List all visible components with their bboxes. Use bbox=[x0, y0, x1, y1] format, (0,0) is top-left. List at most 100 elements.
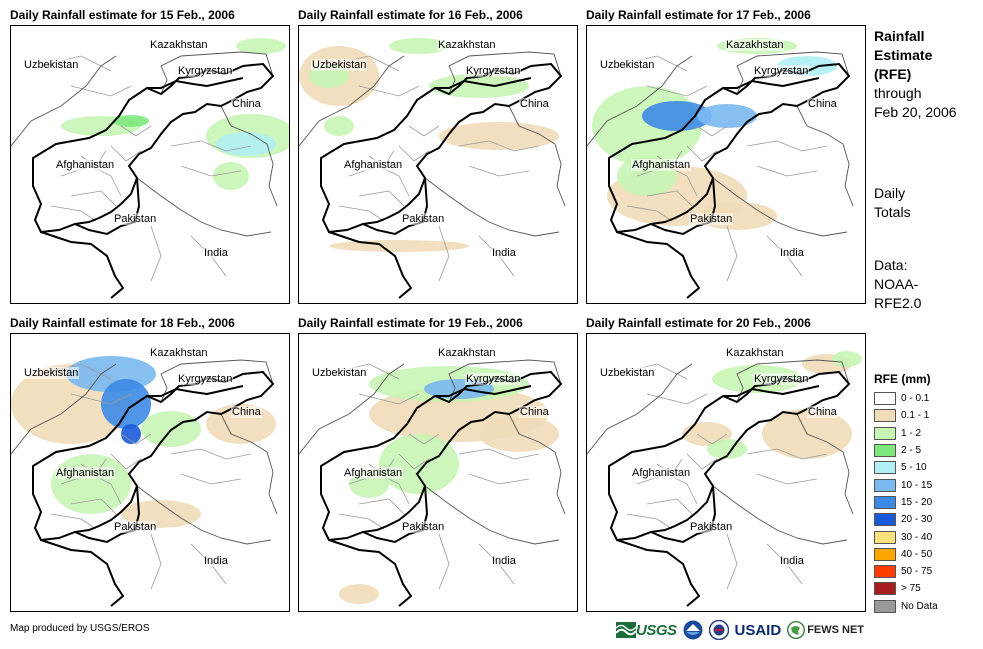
map-panel-feb-18: Daily Rainfall estimate for 18 Feb., 200… bbox=[10, 316, 298, 616]
panel-title: Daily Rainfall estimate for 16 Feb., 200… bbox=[298, 8, 523, 22]
side-daily-line: Totals bbox=[874, 204, 911, 220]
country-line bbox=[299, 363, 405, 455]
province-line bbox=[408, 433, 440, 445]
province-line bbox=[646, 498, 693, 515]
province-line bbox=[438, 225, 450, 282]
country-label-india: India bbox=[491, 555, 517, 567]
country-line bbox=[508, 105, 566, 207]
province-line bbox=[468, 473, 530, 485]
country-line bbox=[712, 485, 848, 545]
legend-swatch bbox=[874, 547, 896, 561]
province-line bbox=[70, 498, 117, 515]
legend-item: No Data bbox=[874, 598, 938, 615]
country-line bbox=[424, 485, 560, 545]
province-line bbox=[696, 125, 728, 137]
country-label-uzbekistan: Uzbekistan bbox=[23, 59, 80, 71]
side-through-date: through Feb 20, 2006 bbox=[874, 84, 957, 122]
side-daily-totals: Daily Totals bbox=[874, 184, 911, 222]
province-line bbox=[636, 165, 698, 197]
globe-icon bbox=[787, 621, 806, 639]
rainfall-area bbox=[832, 351, 862, 367]
legend-label: 5 - 10 bbox=[901, 462, 927, 474]
fews-net-logo: FEWS NET bbox=[787, 621, 864, 639]
rainfall-map: Kazakhstan Kyrgyzstan Uzbekistan China Afgha… bbox=[298, 333, 578, 612]
legend-item: 5 - 10 bbox=[874, 459, 938, 476]
country-label-uzbekistan: Uzbekistan bbox=[599, 367, 656, 379]
province-line bbox=[398, 145, 430, 162]
country-label-pakistan: Pakistan bbox=[401, 521, 446, 533]
legend-item: 15 - 20 bbox=[874, 494, 938, 511]
focus-borders bbox=[320, 370, 563, 607]
country-label-kyrgyzstan: Kyrgyzstan bbox=[177, 65, 234, 77]
country-line bbox=[220, 413, 278, 515]
country-label-china: China bbox=[519, 406, 550, 418]
noaa-seal-icon bbox=[683, 620, 703, 640]
legend-item: 30 - 40 bbox=[874, 528, 938, 545]
border-line bbox=[328, 485, 429, 607]
legend-swatch bbox=[874, 582, 896, 596]
rainfall-map: Kazakhstan Kyrgyzstan Uzbekistan China Afgha… bbox=[10, 25, 290, 304]
side-title-line: Rainfall bbox=[874, 28, 925, 44]
map-panel-feb-20: Daily Rainfall estimate for 20 Feb., 200… bbox=[586, 316, 874, 616]
country-label-pakistan: Pakistan bbox=[401, 213, 446, 225]
country-label-kazakhstan: Kazakhstan bbox=[437, 39, 497, 51]
legend-item: 50 - 75 bbox=[874, 563, 938, 580]
map-panel-feb-16: Daily Rainfall estimate for 16 Feb., 200… bbox=[298, 8, 586, 308]
country-line bbox=[508, 413, 566, 515]
legend-label: 30 - 40 bbox=[901, 531, 933, 543]
border-line bbox=[608, 62, 851, 234]
province-line bbox=[358, 393, 420, 405]
province-line bbox=[726, 225, 738, 282]
legend-label: 0 - 0.1 bbox=[901, 393, 930, 405]
map-canvas bbox=[587, 351, 862, 607]
province-line bbox=[626, 205, 673, 222]
government-seal-icon bbox=[708, 620, 729, 640]
focus-borders bbox=[32, 62, 275, 299]
rainfall-map: Kazakhstan Kyrgyzstan Uzbekistan China Afgha… bbox=[10, 333, 290, 612]
province-line bbox=[170, 140, 252, 152]
side-data-line: Data: bbox=[874, 257, 908, 273]
legend-rows: 0 - 0.1 0.1 - 1 1 - 2 2 - 5 5 - 10 10 - 15 15 … bbox=[874, 390, 938, 615]
side-daily-line: Daily bbox=[874, 185, 906, 201]
border-line bbox=[616, 485, 717, 607]
border-line bbox=[328, 177, 429, 299]
province-line bbox=[626, 513, 673, 530]
country-label-india: India bbox=[203, 555, 229, 567]
country-line bbox=[448, 51, 562, 95]
border-line bbox=[40, 485, 141, 607]
legend-swatch bbox=[874, 392, 896, 406]
rainfall-area bbox=[439, 122, 559, 150]
legend-item: 20 - 30 bbox=[874, 511, 938, 528]
panel-title: Daily Rainfall estimate for 17 Feb., 200… bbox=[586, 8, 811, 22]
legend-item: 1 - 2 bbox=[874, 425, 938, 442]
usgs-wave-icon bbox=[616, 622, 636, 638]
panel-title: Daily Rainfall estimate for 19 Feb., 200… bbox=[298, 316, 523, 330]
province-line bbox=[150, 533, 162, 590]
side-through-line: through bbox=[874, 85, 922, 101]
province-line bbox=[338, 513, 385, 530]
country-label-afghanistan: Afghanistan bbox=[343, 159, 404, 171]
province-line bbox=[756, 473, 818, 485]
country-label-uzbekistan: Uzbekistan bbox=[23, 367, 80, 379]
province-line bbox=[358, 85, 420, 97]
country-line bbox=[587, 55, 693, 147]
focus-borders bbox=[320, 62, 563, 299]
country-label-pakistan: Pakistan bbox=[113, 521, 158, 533]
country-label-china: China bbox=[519, 98, 550, 110]
side-title-line: (RFE) bbox=[874, 66, 912, 82]
country-lines bbox=[299, 51, 566, 237]
country-label-pakistan: Pakistan bbox=[113, 213, 158, 225]
legend-item: 2 - 5 bbox=[874, 442, 938, 459]
legend-swatch bbox=[874, 444, 896, 458]
country-line bbox=[736, 359, 850, 403]
legend-label: 0.1 - 1 bbox=[901, 410, 930, 422]
usgs-logo: USGS bbox=[616, 622, 677, 639]
country-line bbox=[796, 413, 854, 515]
country-label-uzbekistan: Uzbekistan bbox=[311, 367, 368, 379]
country-label-kazakhstan: Kazakhstan bbox=[149, 39, 209, 51]
border-line bbox=[435, 77, 532, 89]
rainfall-map: Kazakhstan Kyrgyzstan Uzbekistan China Afgha… bbox=[586, 333, 866, 612]
focus-borders bbox=[608, 370, 851, 607]
province-line bbox=[338, 205, 385, 222]
seal-logo bbox=[708, 620, 729, 640]
